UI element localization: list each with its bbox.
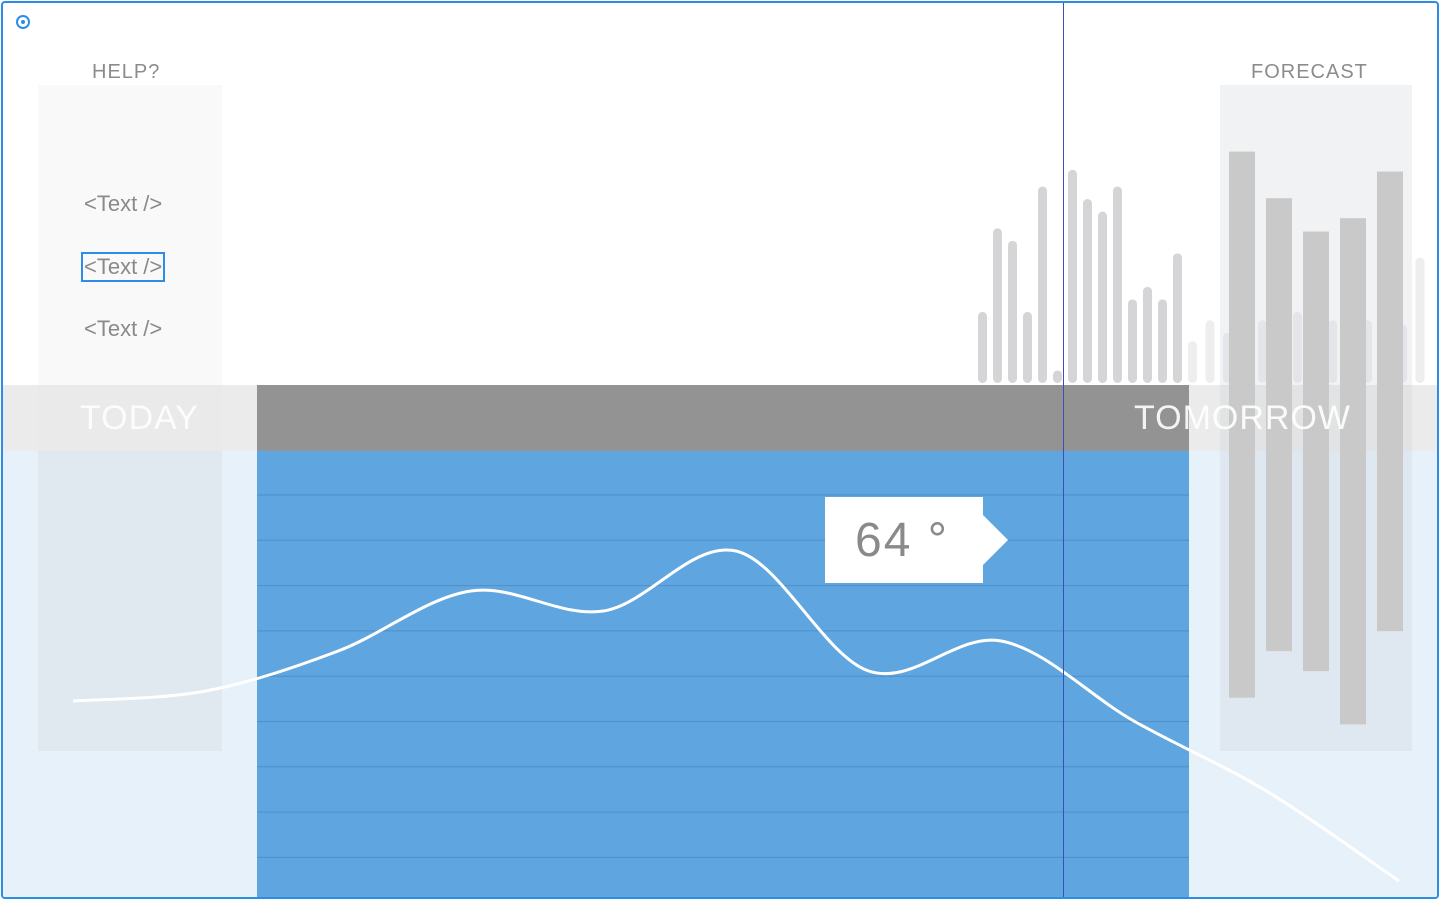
help-panel-lower	[38, 451, 222, 751]
forecast-bars	[1229, 151, 1403, 725]
today-label[interactable]: TODAY	[80, 399, 199, 437]
menu-item-3[interactable]: <Text />	[84, 316, 163, 341]
forecast-bar	[1340, 218, 1366, 725]
menu-item-2[interactable]: <Text />	[80, 252, 166, 282]
faded-bar	[1258, 320, 1267, 383]
history-bar	[1158, 299, 1167, 383]
temperature-line	[72, 548, 1400, 883]
history-bar	[1173, 253, 1182, 383]
history-bar	[1113, 186, 1122, 383]
history-bar	[1098, 211, 1107, 383]
target-icon[interactable]	[16, 15, 30, 29]
forecast-label[interactable]: FORECAST	[1251, 61, 1368, 83]
history-bar	[1053, 370, 1062, 383]
history-bar	[1008, 240, 1017, 383]
forecast-chart	[1229, 151, 1403, 725]
time-cursor[interactable]	[1063, 3, 1064, 897]
forecast-bar	[1303, 231, 1329, 672]
faded-bar	[1328, 320, 1337, 383]
chart-gridlines	[257, 494, 1189, 858]
faded-bar	[1415, 257, 1425, 383]
faded-bar	[1188, 341, 1197, 383]
history-bar	[993, 228, 1002, 383]
history-bar	[978, 311, 987, 383]
forecast-bar	[1377, 171, 1403, 632]
timeline-band-selected[interactable]	[257, 385, 1189, 451]
tooltip-value: 64 °	[855, 514, 949, 567]
history-bar	[1023, 311, 1032, 383]
history-bar	[1128, 299, 1137, 383]
history-bar	[1038, 186, 1047, 383]
faded-bar	[1205, 320, 1215, 383]
tomorrow-label[interactable]: TOMORROW	[1134, 399, 1352, 437]
history-bar	[1143, 286, 1152, 383]
forecast-bar	[1229, 151, 1255, 698]
faded-bar	[1293, 311, 1302, 383]
forecast-bar	[1266, 198, 1292, 652]
help-label[interactable]: HELP?	[92, 61, 161, 83]
temperature-tooltip: 64 °	[825, 497, 1008, 583]
selected-range-area[interactable]	[257, 451, 1189, 897]
menu-item-1[interactable]: <Text />	[84, 191, 163, 216]
history-bar	[1068, 169, 1077, 383]
history-bar	[1083, 199, 1092, 383]
history-bars	[978, 169, 1182, 383]
